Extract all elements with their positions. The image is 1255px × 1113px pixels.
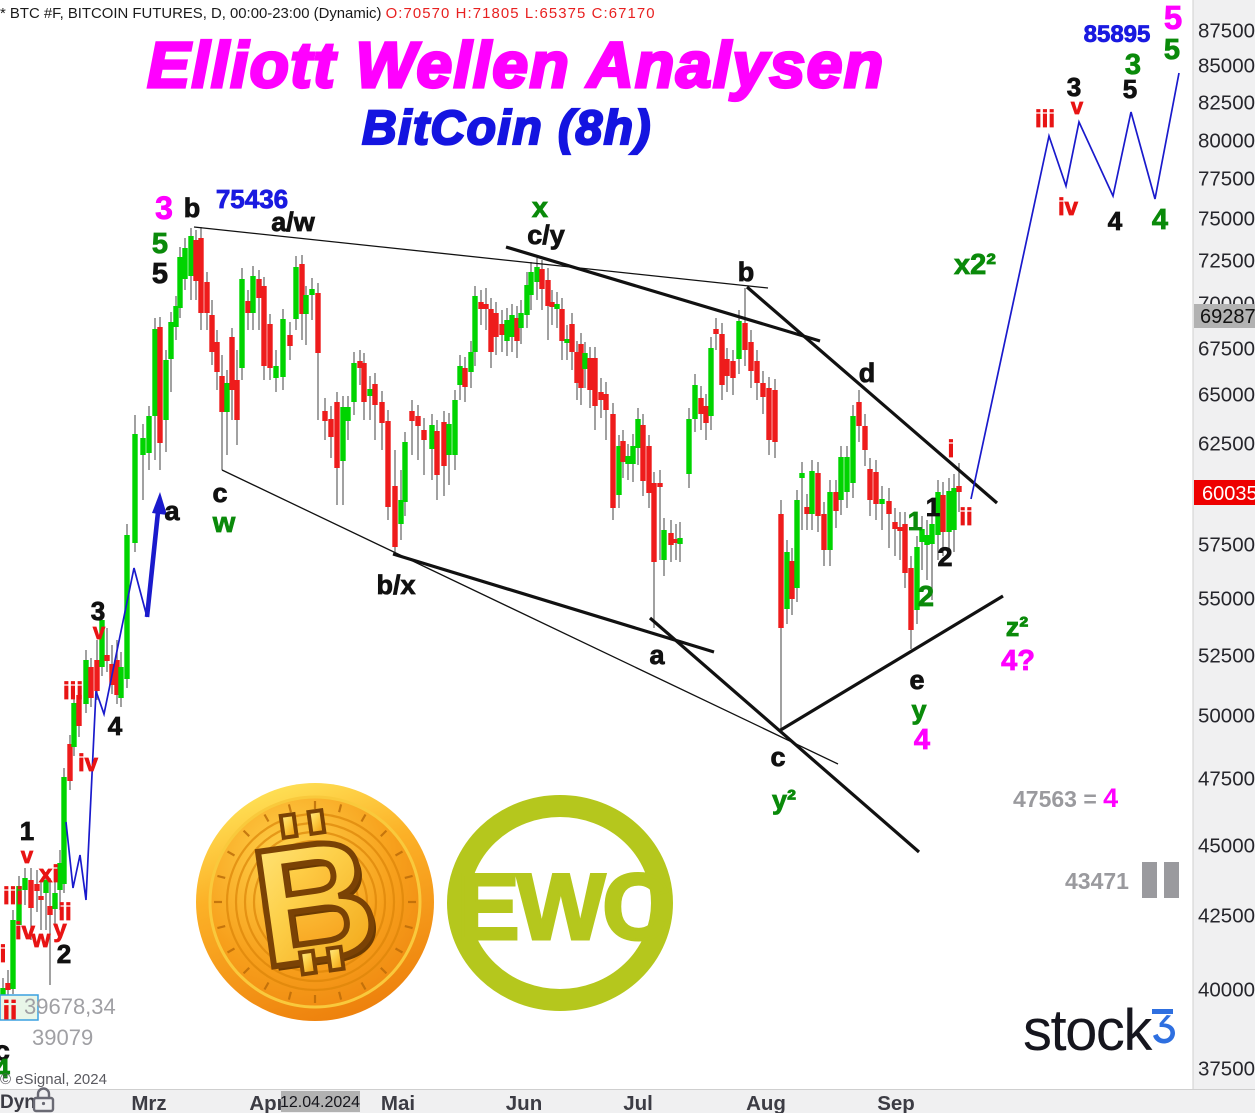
svg-text:2: 2 xyxy=(918,581,934,613)
svg-text:85000: 85000 xyxy=(1198,55,1255,78)
svg-text:52500: 52500 xyxy=(1198,645,1255,668)
svg-text:43471: 43471 xyxy=(1065,868,1129,894)
svg-text:y: y xyxy=(911,695,926,725)
svg-text:i: i xyxy=(948,436,955,463)
svg-text:w: w xyxy=(212,507,236,539)
svg-text:Apr: Apr xyxy=(249,1092,284,1113)
svg-text:b: b xyxy=(738,257,755,287)
svg-text:4: 4 xyxy=(1152,204,1168,236)
svg-text:iii: iii xyxy=(1035,106,1055,133)
svg-text:stock: stock xyxy=(1023,998,1153,1063)
svg-text:4: 4 xyxy=(108,711,123,741)
svg-text:39678,34: 39678,34 xyxy=(24,994,116,1019)
svg-text:3: 3 xyxy=(91,596,105,626)
svg-text:45000: 45000 xyxy=(1198,835,1255,858)
svg-text:b: b xyxy=(184,193,201,223)
svg-text:62500: 62500 xyxy=(1198,433,1255,456)
svg-text:12.04.2024: 12.04.2024 xyxy=(280,1094,360,1111)
svg-text:1: 1 xyxy=(20,816,34,846)
svg-text:y: y xyxy=(53,916,67,943)
svg-text:z²: z² xyxy=(1006,612,1029,642)
svg-text:EWC: EWC xyxy=(457,854,668,959)
svg-text:50000: 50000 xyxy=(1198,705,1255,728)
svg-text:i: i xyxy=(0,941,6,968)
svg-text:c: c xyxy=(0,1035,10,1066)
svg-text:a: a xyxy=(649,640,665,670)
svg-text:iv: iv xyxy=(15,918,36,945)
svg-text:4: 4 xyxy=(0,1053,10,1084)
svg-text:Mai: Mai xyxy=(381,1092,415,1113)
svg-text:x2²: x2² xyxy=(954,249,996,281)
svg-text:ii: ii xyxy=(58,899,71,926)
svg-text:d: d xyxy=(859,358,876,388)
svg-text:65000: 65000 xyxy=(1198,384,1255,407)
svg-text:5: 5 xyxy=(1164,34,1180,66)
svg-text:c/y: c/y xyxy=(527,220,565,250)
svg-text:w: w xyxy=(31,926,51,953)
svg-text:3: 3 xyxy=(1067,72,1081,102)
svg-text:ii: ii xyxy=(959,504,972,531)
svg-text:b/x: b/x xyxy=(376,570,415,600)
svg-text:iii: iii xyxy=(63,678,83,705)
svg-text:BitCoin (8h): BitCoin (8h) xyxy=(362,102,652,155)
svg-text:e: e xyxy=(909,665,924,695)
svg-text:87500: 87500 xyxy=(1198,20,1255,43)
svg-text:47500: 47500 xyxy=(1198,768,1255,791)
svg-text:5: 5 xyxy=(1123,74,1137,104)
svg-text:5: 5 xyxy=(152,228,168,260)
svg-text:xi: xi xyxy=(39,861,59,888)
svg-text:72500: 72500 xyxy=(1198,250,1255,273)
svg-text:Jun: Jun xyxy=(506,1092,542,1113)
svg-text:75436: 75436 xyxy=(216,184,288,214)
svg-text:Elliott Wellen Analysen: Elliott Wellen Analysen xyxy=(147,29,884,101)
svg-text:2: 2 xyxy=(937,542,952,572)
svg-text:Mrz: Mrz xyxy=(131,1092,166,1113)
svg-text:60035: 60035 xyxy=(1202,483,1255,505)
svg-text:3: 3 xyxy=(155,190,173,226)
svg-text:3: 3 xyxy=(1125,49,1141,81)
svg-text:5: 5 xyxy=(1164,0,1182,36)
svg-text:4: 4 xyxy=(914,724,930,756)
svg-text:75000: 75000 xyxy=(1198,208,1255,231)
svg-text:67500: 67500 xyxy=(1198,338,1255,361)
svg-text:80000: 80000 xyxy=(1198,130,1255,153)
svg-text:c: c xyxy=(770,742,785,772)
svg-text:v: v xyxy=(1071,94,1084,119)
svg-text:4: 4 xyxy=(1108,206,1123,236)
svg-text:* BTC #F, BITCOIN FUTURES, D,: * BTC #F, BITCOIN FUTURES, D, 00:00-23:0… xyxy=(0,6,656,22)
svg-text:4?: 4? xyxy=(1001,645,1035,677)
svg-text:Sep: Sep xyxy=(877,1092,915,1113)
svg-text:40000: 40000 xyxy=(1198,979,1255,1002)
svg-text:iv: iv xyxy=(78,750,99,777)
svg-text:77500: 77500 xyxy=(1198,168,1255,191)
svg-text:ii: ii xyxy=(3,995,17,1025)
svg-text:Aug: Aug xyxy=(746,1092,786,1113)
svg-text:v: v xyxy=(93,619,106,644)
svg-text:c: c xyxy=(212,478,227,508)
svg-text:B: B xyxy=(247,805,393,1008)
svg-text:iii: iii xyxy=(3,883,23,910)
svg-text:57500: 57500 xyxy=(1198,534,1255,557)
svg-text:37500: 37500 xyxy=(1198,1058,1255,1081)
svg-text:x: x xyxy=(532,192,548,224)
svg-text:Jul: Jul xyxy=(623,1092,653,1113)
svg-text:1: 1 xyxy=(908,506,922,536)
svg-text:69287: 69287 xyxy=(1200,306,1255,328)
svg-text:y²: y² xyxy=(772,785,796,815)
svg-text:2: 2 xyxy=(57,939,71,969)
svg-text:82500: 82500 xyxy=(1198,92,1255,115)
svg-text:47563 = 4: 47563 = 4 xyxy=(1013,783,1118,813)
svg-text:iv: iv xyxy=(1058,194,1079,221)
svg-text:42500: 42500 xyxy=(1198,905,1255,928)
svg-text:85895: 85895 xyxy=(1084,21,1151,48)
svg-text:v: v xyxy=(21,843,34,868)
svg-text:a: a xyxy=(164,496,180,526)
svg-text:1: 1 xyxy=(926,492,940,522)
svg-text:© eSignal, 2024: © eSignal, 2024 xyxy=(0,1071,107,1088)
svg-text:5: 5 xyxy=(152,258,168,290)
svg-text:a/w: a/w xyxy=(271,207,316,237)
svg-text:39079: 39079 xyxy=(32,1025,93,1050)
svg-text:55000: 55000 xyxy=(1198,588,1255,611)
svg-text:Dyn: Dyn xyxy=(0,1092,36,1113)
